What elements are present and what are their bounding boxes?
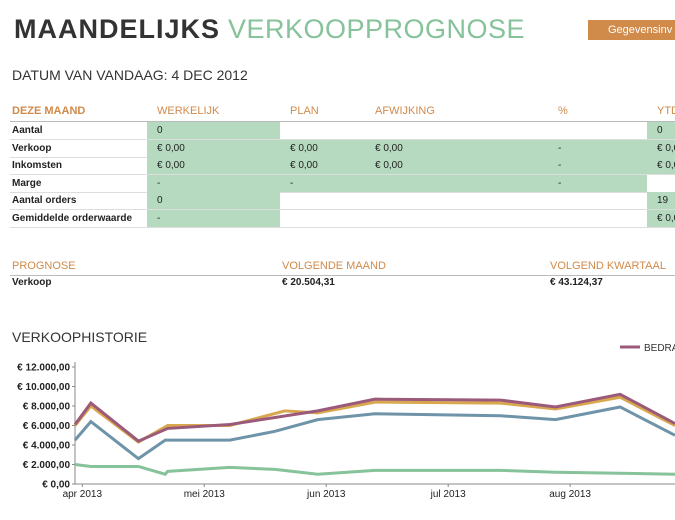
forecast-header: PROGNOSE — [12, 260, 76, 272]
column-header: WERKELIJK — [157, 105, 220, 117]
green-cell — [147, 122, 280, 140]
cell: 0 — [157, 125, 163, 136]
cell: € 0,0 — [657, 160, 675, 171]
forecast-rule — [10, 275, 675, 276]
green-cell — [365, 174, 548, 192]
forecast-header: VOLGEND KWARTAAL — [550, 260, 666, 272]
row-label: Inkomsten — [12, 160, 63, 171]
x-tick-label: jun 2013 — [306, 489, 346, 500]
row-label: Aantal — [12, 125, 43, 136]
cell: - — [558, 160, 562, 171]
date: DATUM VAN VANDAAG: 4 DEC 2012 — [12, 67, 248, 83]
cell: € 0,00 — [290, 142, 318, 154]
green-cell — [548, 139, 647, 157]
green-cell — [647, 192, 675, 210]
series-line — [74, 463, 675, 476]
y-tick-label: € 6.000,00 — [23, 421, 71, 432]
cell: € 0,0 — [657, 212, 675, 224]
header-rule — [10, 121, 675, 122]
green-cell — [365, 139, 548, 157]
chart-title: VERKOOPHISTORIE — [12, 329, 148, 345]
row-rule — [10, 226, 675, 228]
column-header: PLAN — [290, 105, 319, 117]
cell: € 0,00 — [375, 160, 403, 171]
cell: € 0,00 — [375, 142, 403, 154]
y-tick-label: € 4.000,00 — [23, 441, 71, 452]
row-rule — [10, 191, 675, 193]
green-cell — [147, 209, 280, 227]
green-cell — [647, 157, 675, 175]
legend-label: BEDRA — [644, 343, 675, 354]
row-label: Aantal orders — [12, 195, 77, 206]
cell: € 0,00 — [157, 160, 185, 171]
row-label: Marge — [12, 177, 42, 189]
cell: - — [157, 212, 161, 224]
x-tick-label: apr 2013 — [63, 489, 103, 500]
green-cell — [548, 174, 647, 192]
green-cell — [647, 139, 675, 157]
row-rule — [10, 209, 675, 210]
green-cell — [147, 192, 280, 210]
cell: - — [558, 177, 562, 189]
y-tick-label: € 12.000,00 — [17, 363, 70, 374]
cell: € 0,00 — [290, 160, 318, 171]
title-light: VERKOOPPROGNOSE — [228, 14, 526, 44]
forecast-cell: Verkoop — [12, 277, 52, 288]
green-cell — [365, 157, 548, 175]
green-cell — [548, 157, 647, 175]
column-header: AFWIJKING — [375, 105, 435, 117]
green-cell — [147, 139, 280, 157]
x-tick-label: mei 2013 — [184, 489, 226, 500]
cell: - — [157, 177, 161, 189]
y-tick-label: € 10.000,00 — [17, 382, 70, 393]
cell: € 0,00 — [157, 142, 185, 154]
cell: 0 — [657, 125, 663, 136]
green-cell — [147, 174, 280, 192]
green-cell — [647, 122, 675, 140]
green-cell — [147, 157, 280, 175]
series-line — [73, 392, 675, 443]
series-line — [73, 395, 675, 444]
cell: - — [558, 142, 562, 154]
title-bold: MAANDELIJKS — [14, 14, 221, 44]
forecast-cell: € 20.504,31 — [282, 277, 335, 288]
column-header: YTD — [657, 105, 675, 117]
column-header: % — [558, 105, 568, 117]
row-label: Gemiddelde orderwaarde — [12, 212, 133, 224]
forecast-cell: € 43.124,37 — [550, 277, 603, 288]
green-cell — [280, 157, 365, 175]
y-tick-label: € 0,00 — [42, 480, 70, 491]
cell: € 0,0 — [657, 142, 675, 154]
green-cell — [280, 139, 365, 157]
data-entry-button[interactable]: Gegevensinv — [588, 20, 675, 40]
column-header: DEZE MAAND — [12, 105, 86, 117]
green-cell — [647, 209, 675, 227]
x-tick-label: jul 2013 — [430, 489, 466, 500]
forecast-header: VOLGENDE MAAND — [282, 260, 386, 272]
row-label: Verkoop — [12, 142, 52, 154]
cell: - — [290, 177, 294, 189]
x-tick-label: aug 2013 — [549, 489, 591, 500]
y-tick-label: € 8.000,00 — [23, 402, 71, 413]
y-tick-label: € 2.000,00 — [23, 460, 71, 471]
series-line — [73, 405, 675, 461]
green-cell — [280, 174, 365, 192]
cell: 0 — [157, 195, 163, 206]
cell: 19 — [657, 195, 669, 206]
